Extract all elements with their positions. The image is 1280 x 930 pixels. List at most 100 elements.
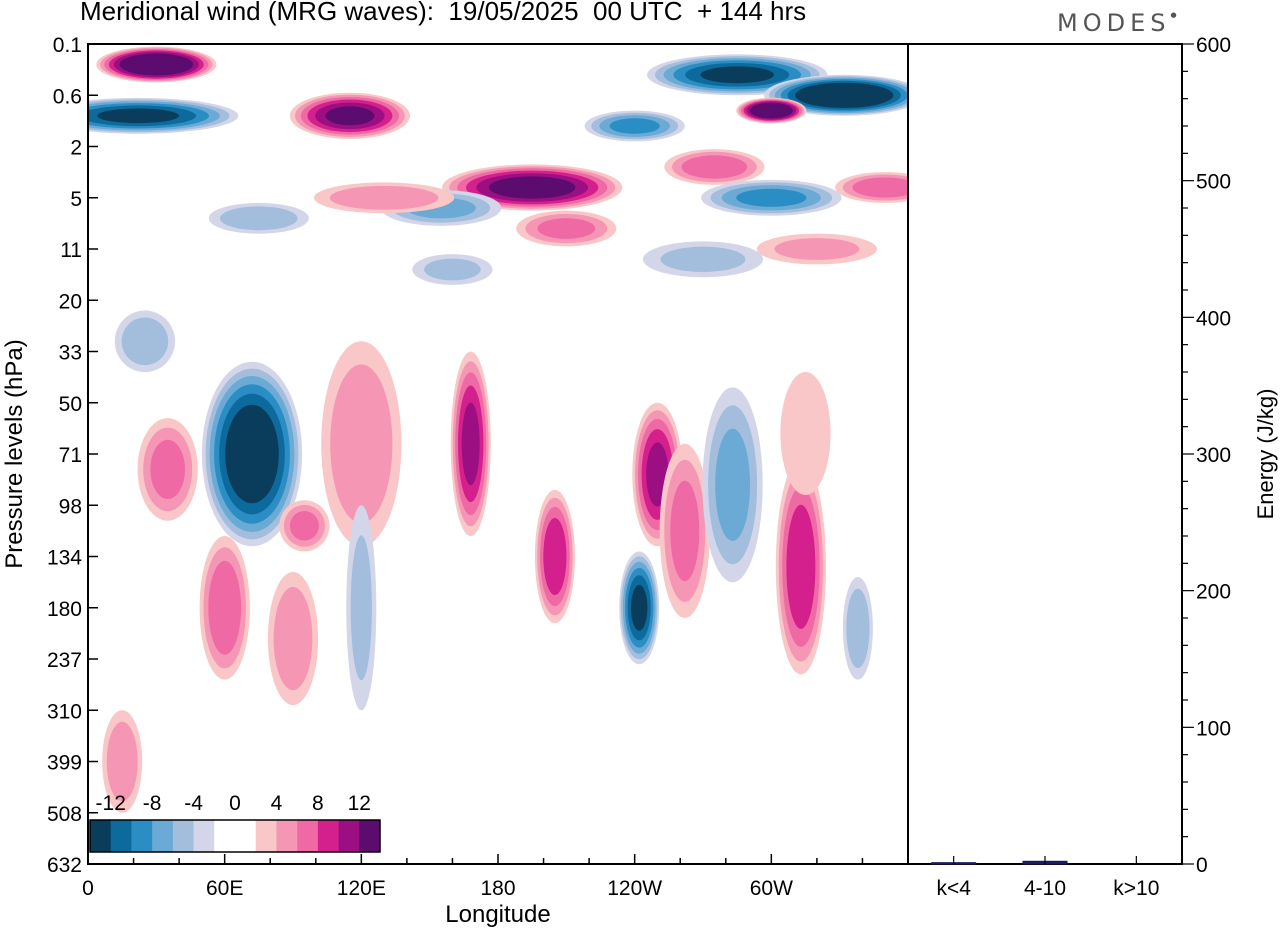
energy-frame xyxy=(907,43,1183,865)
colorbar-swatch xyxy=(235,820,257,852)
colorbar-swatch xyxy=(255,820,277,852)
contour-20-12 xyxy=(325,106,375,126)
contour-1-4 xyxy=(330,364,393,524)
energy-tick-label: 400 xyxy=(1196,307,1231,330)
contour-19-12 xyxy=(97,108,179,124)
colorbar-label: -12 xyxy=(96,792,126,815)
contour-30-6 xyxy=(537,218,596,239)
contour-8-8 xyxy=(543,518,567,595)
contour-27-6 xyxy=(852,177,908,198)
energy-tick-label: 300 xyxy=(1196,444,1231,467)
y-axis-label: Pressure levels (hPa) xyxy=(1,339,28,568)
contour-2-10 xyxy=(461,402,480,486)
contour-6-6 xyxy=(150,439,186,499)
colorbar-label: 4 xyxy=(271,792,283,815)
contour-21-12 xyxy=(488,176,576,199)
contour-32-4 xyxy=(219,206,298,231)
contour-18-16 xyxy=(135,58,178,71)
wind-contour-field xyxy=(88,46,908,813)
colorbar-swatch xyxy=(172,820,195,852)
colorbar-swatch xyxy=(214,820,236,852)
colorbar-swatch xyxy=(317,820,340,852)
y-tick-label: 2 xyxy=(70,137,82,160)
y-tick-label: 0.6 xyxy=(53,85,82,108)
contour-29-8 xyxy=(736,188,807,207)
y-tick-label: 237 xyxy=(47,649,82,672)
contour-34-4 xyxy=(660,246,746,272)
y-tick-label: 33 xyxy=(59,342,82,365)
colorbar-swatch xyxy=(131,820,153,852)
y-tick-label: 632 xyxy=(47,854,82,877)
colorbar-label: -4 xyxy=(184,792,203,815)
y-tick-label: 71 xyxy=(59,444,82,467)
colorbar-frame xyxy=(89,819,381,853)
colorbar-swatch xyxy=(152,820,174,852)
contour-12-6 xyxy=(715,428,750,541)
x-tick-label: 0 xyxy=(82,877,94,900)
colorbar-swatch xyxy=(276,820,298,852)
brand-logo: MODES● xyxy=(1057,9,1177,37)
contour-9-12 xyxy=(631,584,648,631)
y-tick-label: 5 xyxy=(70,188,82,211)
colorbar-label: 0 xyxy=(229,792,241,815)
colorbar-label: 8 xyxy=(312,792,324,815)
energy-category-label: 4-10 xyxy=(1024,877,1066,900)
colorbar-legend: -12 -8 -4 0 4 8 12 xyxy=(89,792,381,853)
energy-tick-label: 600 xyxy=(1196,34,1231,57)
x-tick-label: 120E xyxy=(337,877,386,900)
y-tick-label: 180 xyxy=(47,598,82,621)
colorbar-label: 12 xyxy=(348,792,371,815)
contour-7-4 xyxy=(121,317,169,366)
y-tick-label: 0.1 xyxy=(53,34,82,57)
y-tick-label: 134 xyxy=(47,547,82,570)
colorbar-swatch xyxy=(90,820,112,852)
contour-4-4 xyxy=(273,586,313,691)
colorbar-swatch xyxy=(359,820,381,852)
contour-22-12 xyxy=(700,66,774,84)
energy-tick-label: 0 xyxy=(1196,854,1208,877)
contour-26-8 xyxy=(609,118,660,134)
contour-3-4 xyxy=(350,535,372,681)
x-tick-label: 180 xyxy=(480,877,515,900)
colorbar-swatch xyxy=(338,820,360,852)
colorbar-swatch xyxy=(193,820,215,852)
y-tick-label: 508 xyxy=(47,803,82,826)
energy-bar-chart: 0 100 200 300 400 500 600 Energy (J/kg) k<4 4-10 k… xyxy=(907,34,1278,900)
contour-5-6 xyxy=(208,560,242,655)
x-tick-label: 120W xyxy=(607,877,662,900)
energy-category-label: k<4 xyxy=(936,877,971,900)
y-tick-label: 310 xyxy=(47,700,82,723)
energy-category-label: k>10 xyxy=(1113,877,1159,900)
contour-17-2 xyxy=(780,372,831,495)
chart-title: Meridional wind (MRG waves): 19/05/2025 … xyxy=(80,0,807,26)
energy-tick-label: 100 xyxy=(1196,717,1231,740)
y-tick-label: 11 xyxy=(60,239,82,262)
contour-23-16 xyxy=(815,88,873,103)
contour-25-6 xyxy=(681,155,748,179)
y-tick-label: 399 xyxy=(47,752,82,775)
contour-13-8 xyxy=(786,504,816,629)
colorbar-label: -8 xyxy=(143,792,162,815)
energy-axis-label: Energy (J/kg) xyxy=(1253,389,1278,520)
axes: 0.1 0.6 2 5 11 20 33 50 71 98 134 180 237 310 399 508 63… xyxy=(1,34,909,928)
y-tick-label: 50 xyxy=(59,393,82,416)
contour-11-6 xyxy=(670,480,700,582)
contour-16-4 xyxy=(106,721,138,802)
contour-35-4 xyxy=(774,238,860,260)
x-tick-label: 60W xyxy=(750,877,793,900)
contour-15-6 xyxy=(289,511,319,541)
contour-31-4 xyxy=(329,185,439,210)
y-tick-label: 98 xyxy=(59,495,82,518)
contour-14-4 xyxy=(846,588,870,668)
colorbar-swatch xyxy=(110,820,132,852)
colorbar-swatch xyxy=(297,820,319,852)
contour-0-14 xyxy=(233,419,271,489)
x-axis-label: Longitude xyxy=(445,901,550,928)
contour-24-16 xyxy=(758,106,784,116)
x-tick-label: 60E xyxy=(206,877,243,900)
energy-tick-label: 200 xyxy=(1196,581,1231,604)
energy-tick-label: 500 xyxy=(1196,171,1231,194)
contour-33-4 xyxy=(424,258,481,281)
y-tick-label: 20 xyxy=(59,290,82,313)
